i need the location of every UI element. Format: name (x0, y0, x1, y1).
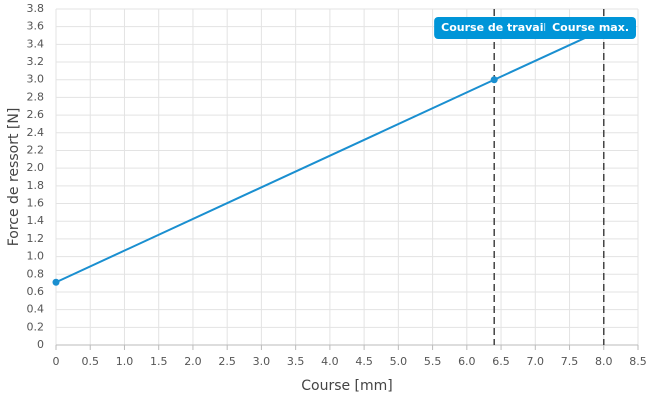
x-tick-label: 5.5 (424, 355, 442, 368)
x-tick-label: 0.5 (81, 355, 99, 368)
y-tick-label: 2.6 (27, 108, 45, 121)
y-tick-label: 2.8 (27, 90, 45, 103)
x-tick-label: 0 (53, 355, 60, 368)
y-tick-label: 3.0 (27, 73, 45, 86)
y-tick-label: 3.8 (27, 2, 45, 15)
y-tick-label: 0.8 (27, 267, 45, 280)
y-tick-label: 0.2 (27, 320, 45, 333)
x-tick-label: 6.0 (458, 355, 476, 368)
y-tick-label: 2.4 (27, 126, 45, 139)
annotation-box (434, 17, 555, 39)
y-tick-label: 0.6 (27, 285, 45, 298)
y-tick-label: 2.0 (27, 161, 45, 174)
x-tick-label: 2.0 (184, 355, 202, 368)
y-tick-label: 3.6 (27, 20, 45, 33)
x-tick-label: 1.0 (116, 355, 134, 368)
x-tick-label: 6.5 (492, 355, 510, 368)
annotation-box (545, 17, 636, 39)
x-tick-label: 1.5 (150, 355, 168, 368)
x-tick-label: 8.0 (595, 355, 613, 368)
x-tick-label: 8.5 (629, 355, 647, 368)
data-point (490, 76, 498, 84)
x-axis-label: Course [mm] (301, 378, 393, 394)
data-point (52, 278, 60, 286)
annotation-label: Course de travail (441, 21, 547, 34)
x-tick-label: 2.5 (218, 355, 236, 368)
x-tick-label: 5.0 (390, 355, 408, 368)
x-tick-label: 4.0 (321, 355, 339, 368)
y-tick-label: 0 (37, 338, 44, 351)
y-tick-label: 0.4 (27, 303, 45, 316)
y-tick-label: 3.4 (27, 37, 45, 50)
y-tick-label: 2.2 (27, 143, 45, 156)
x-tick-label: 7.5 (561, 355, 579, 368)
x-tick-label: 3.5 (287, 355, 305, 368)
y-tick-label: 1.2 (27, 232, 45, 245)
y-tick-label: 1.8 (27, 179, 45, 192)
y-axis-label: Force de ressort [N] (6, 108, 22, 247)
y-tick-label: 1.4 (27, 214, 45, 227)
annotation-label: Course max. (552, 21, 629, 34)
x-tick-label: 7.0 (527, 355, 545, 368)
x-tick-label: 4.5 (355, 355, 373, 368)
y-tick-label: 1.0 (27, 250, 45, 263)
y-tick-label: 3.2 (27, 55, 45, 68)
x-tick-label: 3.0 (253, 355, 271, 368)
y-tick-label: 1.6 (27, 197, 45, 210)
